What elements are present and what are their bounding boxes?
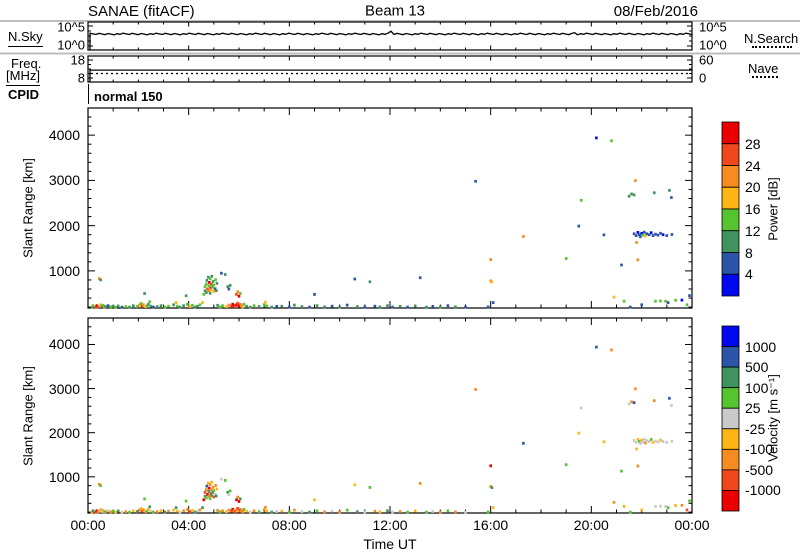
freq-line — [89, 69, 692, 82]
power-colorbar — [721, 121, 740, 297]
freq-panel — [87, 55, 693, 83]
noise-panel — [87, 21, 693, 51]
velocity-colorbar — [721, 325, 740, 512]
nsky-line — [89, 30, 693, 50]
power-panel — [87, 107, 693, 309]
power-scatter — [90, 136, 691, 309]
velocity-panel — [87, 317, 693, 514]
velocity-scatter — [90, 345, 691, 514]
